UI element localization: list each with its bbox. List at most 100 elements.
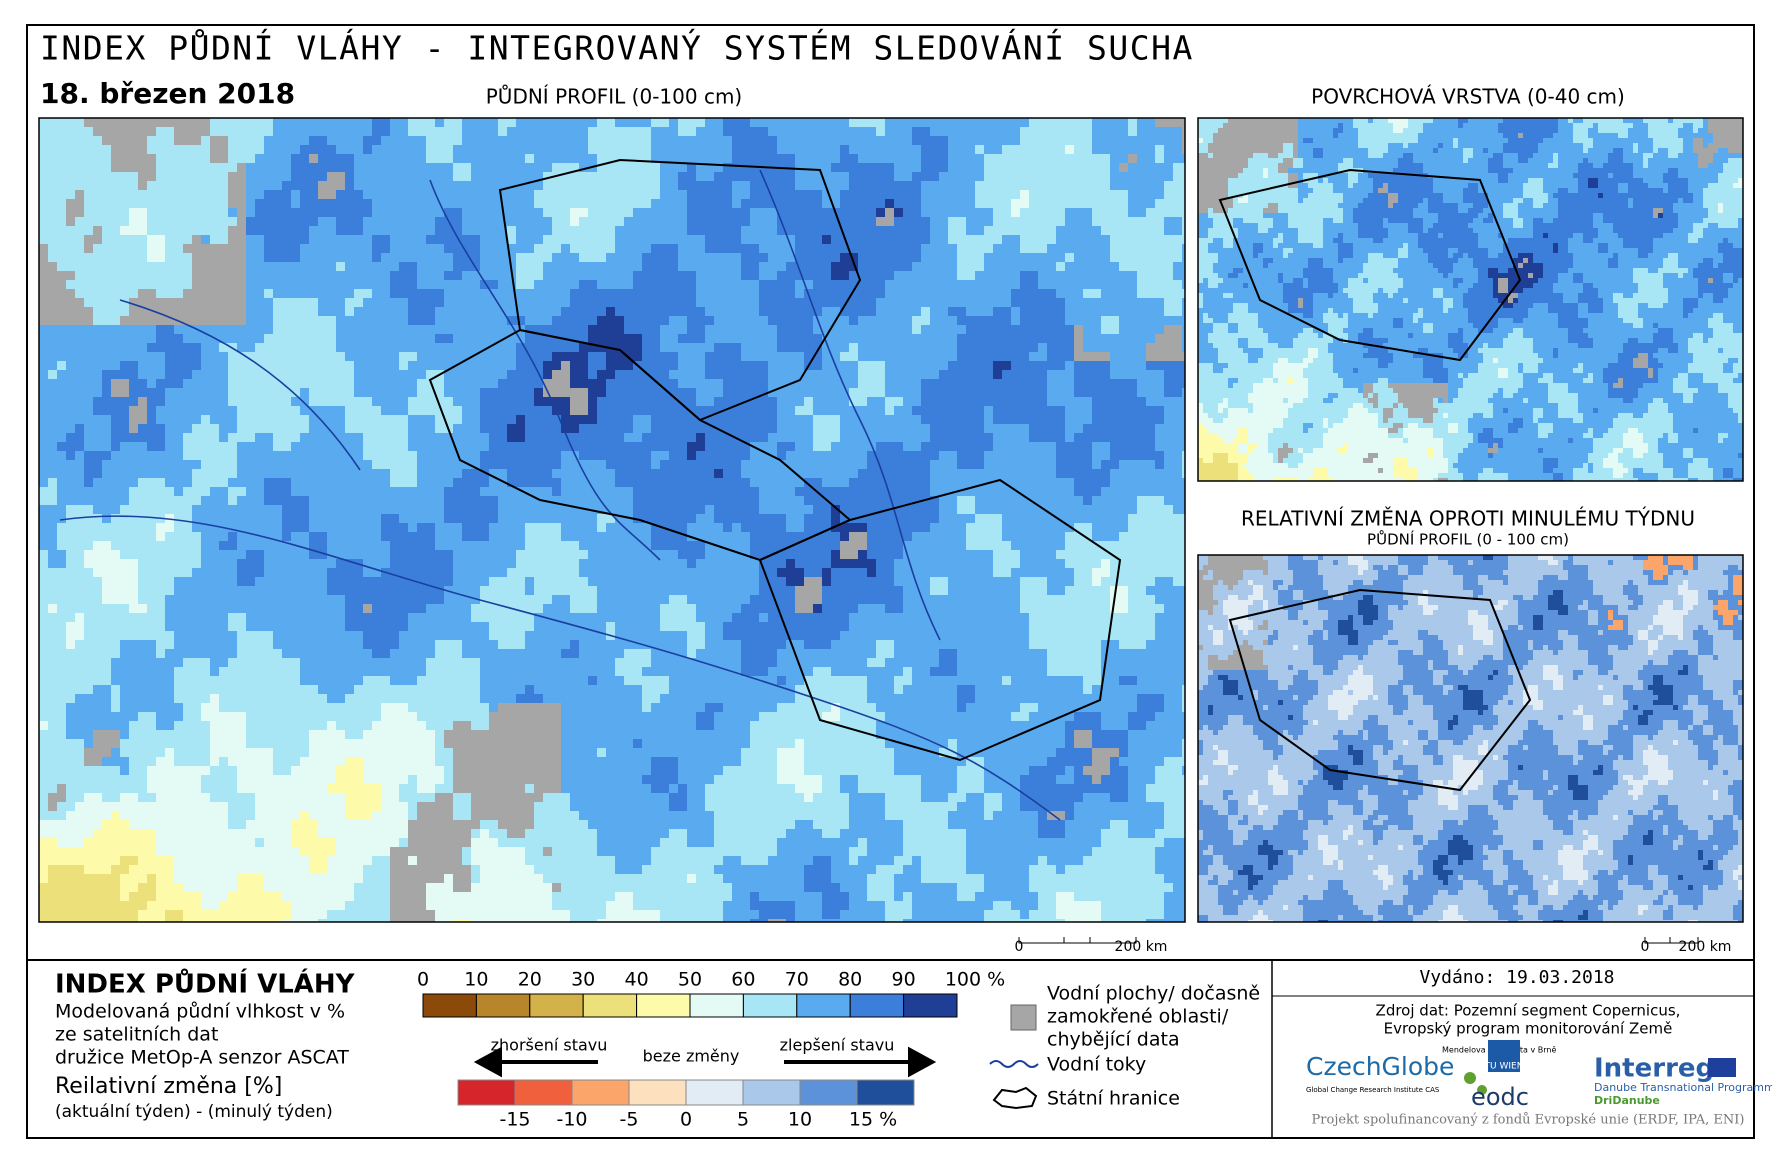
map-raster	[1608, 555, 1743, 630]
map-raster	[39, 856, 183, 922]
colorbar-label: 30	[571, 969, 595, 991]
legend-title: INDEX PŮDNÍ VLÁHY	[55, 967, 356, 1000]
source: Zdroj dat: Pozemní segment Copernicus,	[1376, 1002, 1681, 1020]
legend-text: družice MetOp-A senzor ASCAT	[55, 1047, 349, 1069]
colorbar-label: 10	[788, 1109, 812, 1131]
colorbar-cell	[628, 1079, 687, 1106]
colorbar-label: -10	[556, 1109, 587, 1131]
rivers	[59, 169, 1061, 821]
map-title: POVRCHOVÁ VRSTVA (0-40 cm)	[1311, 85, 1625, 109]
colorbar-label: 0	[680, 1109, 692, 1131]
map-raster	[57, 118, 1185, 922]
page-title: INDEX PŮDNÍ VLÁHY - INTEGROVANÝ SYSTÉM S…	[40, 28, 1194, 68]
colorbar-cell	[422, 993, 477, 1018]
colorbar-cell	[856, 1079, 915, 1106]
colorbar-label: 90	[892, 969, 916, 991]
colorbar-label: -5	[620, 1109, 639, 1131]
logo-text: TU WIEN	[1484, 1062, 1524, 1072]
map-main	[39, 118, 1185, 922]
map-frame	[1197, 117, 1744, 482]
colorbar-label: 100 %	[945, 969, 1005, 991]
logo-interreg: Interreg	[1594, 1054, 1714, 1084]
colorbar-cell	[514, 1079, 573, 1106]
scale-label: 200 km	[1679, 939, 1732, 955]
map-raster	[1198, 118, 1743, 481]
issued: Vydáno: 19.03.2018	[1419, 967, 1614, 988]
date: 18. březen 2018	[40, 77, 295, 110]
colorbar-label: 40	[625, 969, 649, 991]
colorbar-label: 10	[464, 969, 488, 991]
map-raster	[1208, 555, 1713, 922]
border	[1218, 168, 1522, 362]
colorbar-cell	[689, 993, 744, 1018]
map-surface	[1198, 118, 1743, 481]
border	[1228, 588, 1532, 792]
map-raster	[1198, 555, 1743, 922]
colorbar-label: 70	[785, 969, 809, 991]
scale-label: 0	[1015, 939, 1024, 955]
colorbar-cell	[636, 993, 691, 1018]
logo-tu	[1488, 1040, 1520, 1072]
map-raster	[1198, 118, 1743, 481]
scale-bar	[1018, 937, 1137, 944]
scale-label: 200 km	[1115, 939, 1168, 955]
map-raster	[1198, 453, 1238, 481]
logo-eodc: eodc	[1471, 1083, 1529, 1111]
funding: Projekt spolufinancovaný z fondů Evropsk…	[1312, 1112, 1745, 1128]
legend-text: ze satelitních dat	[55, 1024, 218, 1046]
colorbar-cell	[903, 993, 958, 1018]
legend-text: Reilativní změna [%]	[55, 1074, 282, 1099]
colorbar-cell	[685, 1079, 744, 1106]
map-frame	[1197, 554, 1744, 923]
colorbar-cell	[742, 1079, 801, 1106]
borders	[428, 158, 1532, 792]
map-raster	[1198, 555, 1743, 922]
legend-text: zhoršení stavu	[491, 1036, 608, 1055]
colorbar-cell	[742, 993, 798, 1018]
map-raster	[1198, 555, 1743, 922]
map-frame	[38, 117, 1186, 923]
logo-text: Global Change Research Institute CAS	[1306, 1086, 1440, 1094]
legend-text: Vodní toky	[1047, 1054, 1146, 1076]
border-symbol	[992, 1086, 1038, 1110]
map-raster	[1228, 118, 1743, 481]
logo-czechglobe: CzechGlobe	[1306, 1052, 1454, 1081]
colorbar-cell	[475, 993, 531, 1018]
colorbar-label: 20	[518, 969, 542, 991]
colorbar-label: 15 %	[849, 1109, 897, 1131]
colorbar-cell	[571, 1079, 630, 1106]
source: Evropský program monitorování Země	[1384, 1020, 1673, 1038]
frame	[26, 24, 1755, 1139]
colorbar-cell	[799, 1079, 858, 1106]
water-symbol	[1010, 1004, 1037, 1031]
colorbar-label: -15	[499, 1109, 530, 1131]
river	[59, 515, 1061, 821]
colorbar-label: 80	[838, 969, 862, 991]
river	[759, 169, 941, 641]
river	[119, 299, 361, 471]
colorbar-cell	[796, 993, 851, 1018]
map-raster	[1488, 178, 1663, 308]
colorbar-label: 60	[731, 969, 755, 991]
map-raster	[39, 118, 1185, 922]
colorbar-cell	[529, 993, 584, 1018]
map-title: RELATIVNÍ ZMĚNA OPROTI MINULÉMU TÝDNU	[1241, 507, 1695, 531]
legend-text: chybějící data	[1047, 1029, 1180, 1051]
map-raster	[1198, 118, 1743, 481]
map-raster	[1198, 378, 1433, 481]
logo-text: Danube Transnational Programme	[1594, 1081, 1772, 1094]
legend-text: zlepšení stavu	[780, 1036, 895, 1055]
legend-text: (aktuální týden) - (minulý týden)	[55, 1102, 333, 1122]
map-change	[1198, 555, 1743, 922]
legend-text: beze změny	[643, 1047, 740, 1066]
eu-flag	[1708, 1058, 1736, 1077]
border	[498, 158, 862, 422]
legend-text: Vodní plochy/ dočasně	[1047, 983, 1260, 1005]
logo-mark	[1477, 1085, 1487, 1095]
colorbar-label: 5	[737, 1109, 749, 1131]
colorbar-cell	[849, 993, 905, 1018]
logo-mark	[1464, 1072, 1476, 1084]
river	[429, 179, 661, 561]
map-raster	[1198, 555, 1268, 670]
